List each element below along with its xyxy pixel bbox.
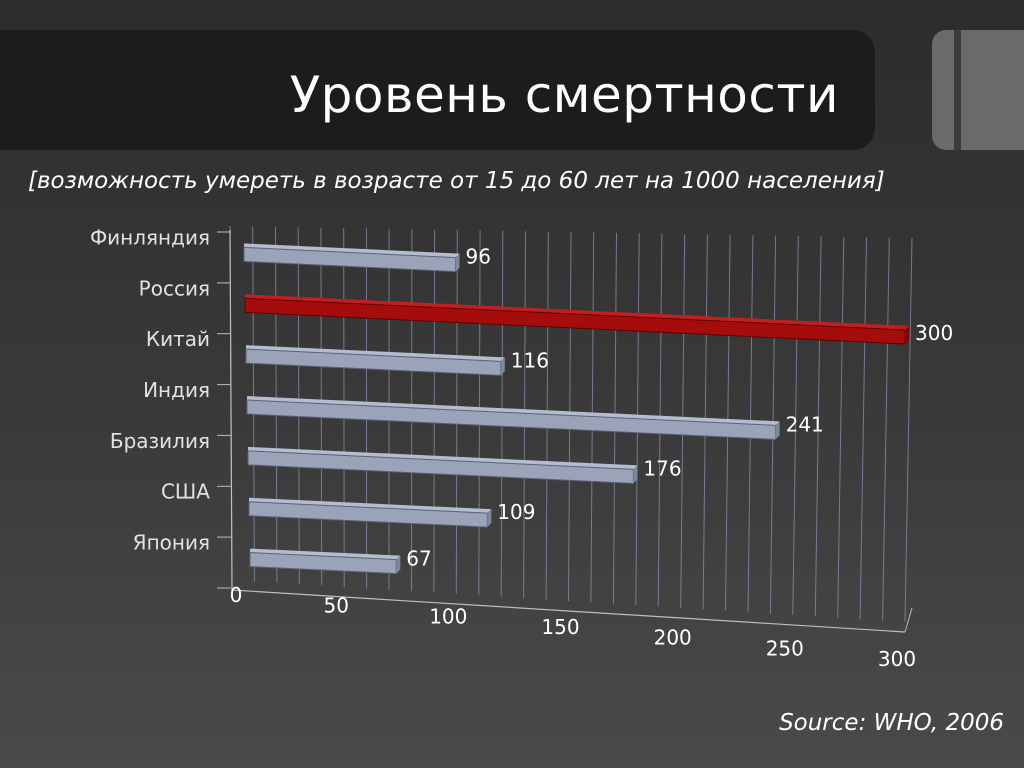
chart-axes <box>217 229 913 633</box>
chart-bars <box>243 243 909 575</box>
bar-value-label: 176 <box>643 456 681 480</box>
bar-end-cap <box>500 357 505 376</box>
x-tick-label: 0 <box>230 583 243 607</box>
grid-line <box>882 237 890 621</box>
x-tick-label: 50 <box>323 594 348 618</box>
slide-subtitle: [возможность умереть в возрасте от 15 до… <box>28 168 885 194</box>
bar-end-cap <box>905 325 909 344</box>
bar-end-cap <box>633 465 638 484</box>
bar-top-face <box>246 345 505 362</box>
bar-top-face <box>244 243 460 258</box>
category-label: Бразилия <box>110 429 210 453</box>
bar <box>247 450 634 484</box>
category-label: Россия <box>139 276 210 300</box>
bar-top-face <box>245 294 909 330</box>
bar-value-label: 109 <box>497 500 535 524</box>
bar-end-cap <box>455 253 460 272</box>
chart-labels: 0 50 100 150 200 250 300 96 Финляндия 300 Россия 11… <box>90 225 953 671</box>
x-tick-label: 250 <box>766 636 804 660</box>
y-axis-line <box>229 229 233 591</box>
bar-top-face <box>248 446 638 470</box>
bar-top-face <box>250 548 401 560</box>
category-label: США <box>161 480 210 504</box>
category-label: Финляндия <box>90 225 210 249</box>
bar-value-label: 241 <box>786 412 824 436</box>
bar-value-label: 67 <box>406 547 431 571</box>
bar-top-face <box>249 497 492 514</box>
bar-end-cap <box>396 555 401 574</box>
x-tick-label: 100 <box>429 604 467 628</box>
x-tick-label: 150 <box>541 615 579 639</box>
grid-line <box>792 235 799 616</box>
x-axis-line <box>231 589 906 633</box>
x-tick-label: 200 <box>654 626 692 650</box>
category-label: Индия <box>143 378 210 402</box>
slide-title: Уровень смертности <box>289 66 839 124</box>
side-tab-stripe <box>954 30 961 150</box>
bar-end-cap <box>775 421 780 440</box>
side-tab <box>932 30 1024 150</box>
category-label: Япония <box>133 531 210 555</box>
bar-value-label: 96 <box>466 245 491 269</box>
grid-line <box>814 236 822 617</box>
grid-line <box>837 236 845 618</box>
x-tick-label: 300 <box>878 647 916 671</box>
bar-value-label: 116 <box>511 348 549 372</box>
source-note: Source: WHO, 2006 <box>779 710 1004 736</box>
floor-right-edge <box>904 607 913 633</box>
category-label: Китай <box>146 327 210 351</box>
bar-end-cap <box>487 509 492 528</box>
bar-value-label: 300 <box>915 321 953 345</box>
bar-top-face <box>247 396 780 426</box>
title-band: Уровень смертности <box>0 30 875 150</box>
grid-line <box>859 237 867 620</box>
grid-line <box>904 237 913 623</box>
